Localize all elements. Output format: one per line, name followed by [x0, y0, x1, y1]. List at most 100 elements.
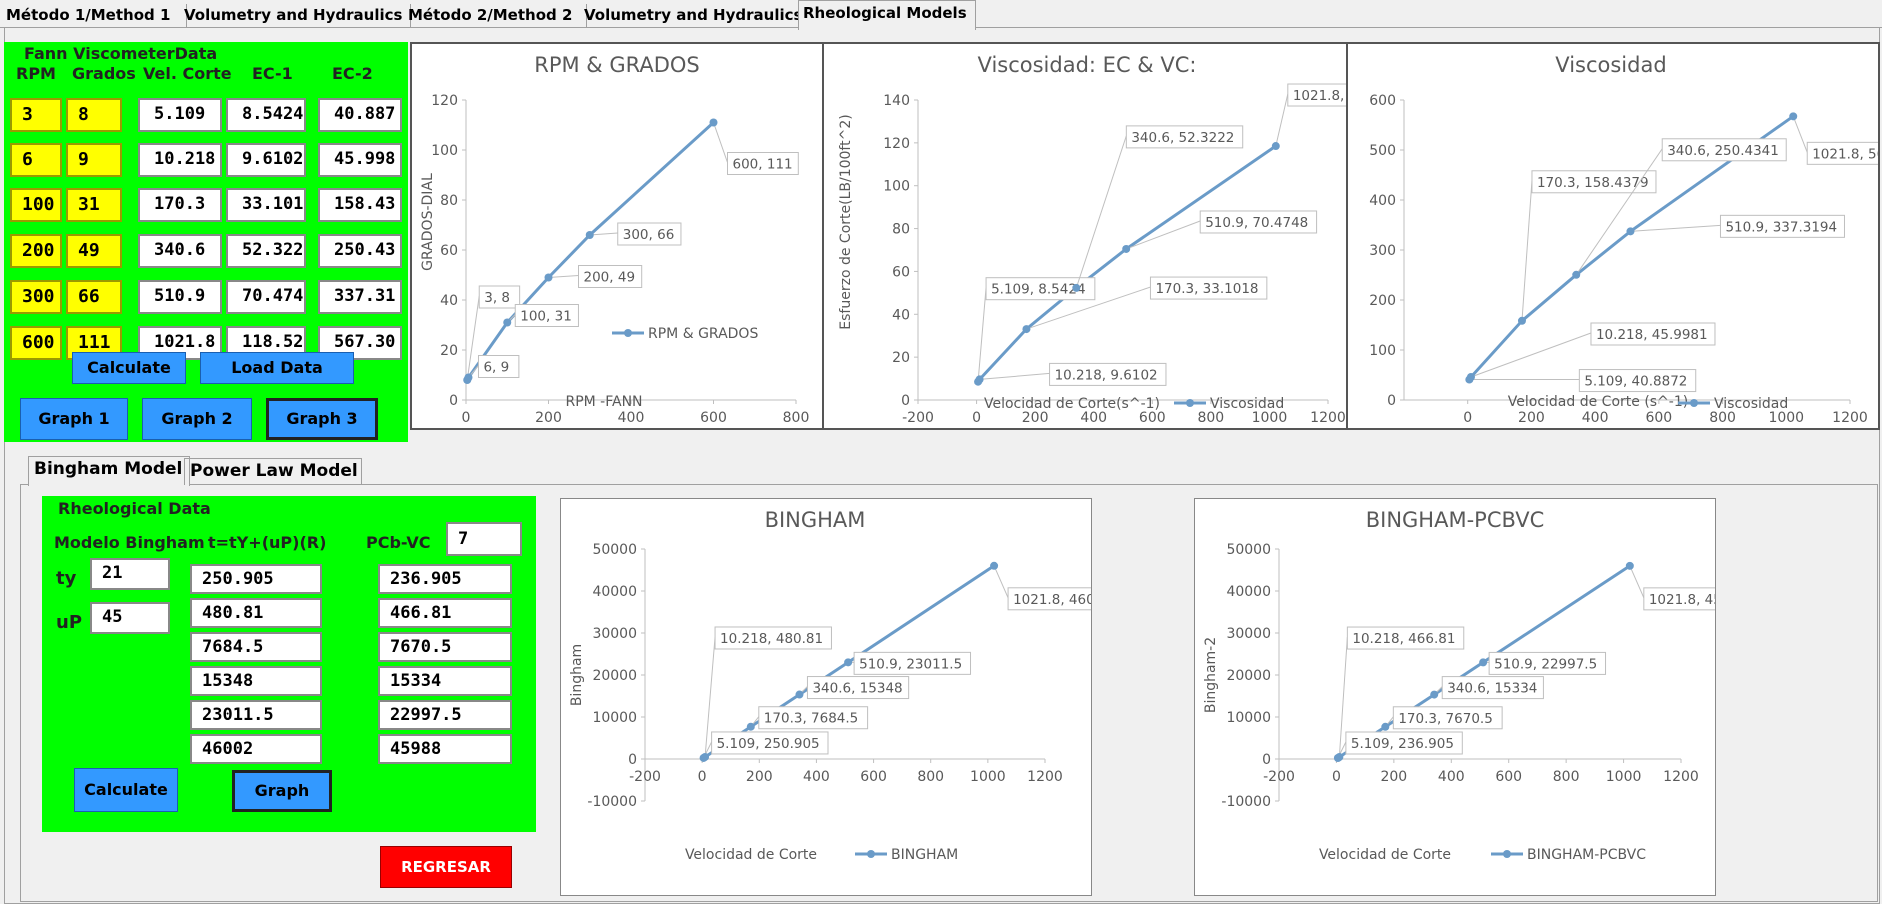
fann-cell-rpm[interactable]: 3	[10, 98, 62, 132]
tab-power-law-model[interactable]: Power Law Model	[184, 458, 362, 485]
tab-volumetry-1[interactable]: Volumetry and Hydraulics	[180, 4, 411, 28]
data-label: 510.9, 23011.5	[859, 656, 962, 672]
bingham-result-cell[interactable]: 23011.5	[190, 700, 322, 730]
data-label: 5.109, 250.905	[717, 736, 820, 752]
data-label-leader	[1338, 637, 1348, 758]
pcbvc-result-cell[interactable]: 466.81	[378, 598, 512, 628]
y-tick-label: 600	[1369, 93, 1396, 109]
fann-cell-rpm[interactable]: 300	[10, 280, 62, 314]
chart-title: RPM & GRADOS	[534, 53, 700, 77]
x-axis-label: Velocidad de Corte	[685, 847, 817, 863]
graph3-button[interactable]: Graph 3	[266, 398, 378, 440]
bingham-result-cell[interactable]: 46002	[190, 734, 322, 764]
x-tick-label: 800	[917, 769, 944, 785]
data-label: 5.109, 236.905	[1351, 736, 1454, 752]
fann-cell-rpm[interactable]: 6	[10, 143, 62, 177]
x-axis-label: Velocidad de Corte(s^-1)	[984, 396, 1160, 412]
load-data-button[interactable]: Load Data	[200, 352, 354, 384]
regresar-button[interactable]: REGRESAR	[380, 846, 512, 888]
fann-calculate-button[interactable]: Calculate	[72, 352, 186, 384]
fann-cell-ec1[interactable]: 52.322	[226, 234, 306, 268]
data-label-leader	[589, 232, 618, 236]
bingham-result-cell[interactable]: 480.81	[190, 598, 322, 628]
pcbvc-result-cell[interactable]: 15334	[378, 666, 512, 696]
x-tick-label: 0	[972, 410, 981, 426]
fann-cell-ec2[interactable]: 250.43	[318, 234, 402, 268]
fann-cell-vel[interactable]: 170.3	[138, 188, 222, 222]
bingham-graph-button[interactable]: Graph	[232, 770, 332, 812]
pcbvc-result-cell[interactable]: 7670.5	[378, 632, 512, 662]
header-ec1: EC-1	[252, 64, 293, 83]
data-point	[844, 658, 853, 667]
tab-volumetry-2[interactable]: Volumetry and Hydraulics	[580, 4, 807, 28]
legend-marker	[1503, 850, 1511, 858]
data-point	[746, 722, 755, 731]
tab-method-2[interactable]: Método 2/Method 2	[404, 4, 587, 28]
rheo-calculate-button[interactable]: Calculate	[74, 768, 178, 812]
fann-cell-rpm[interactable]: 100	[10, 188, 62, 222]
fann-cell-ec2[interactable]: 567.30	[318, 326, 402, 360]
x-tick-label: 600	[860, 769, 887, 785]
fann-cell-grados[interactable]: 9	[66, 143, 122, 177]
tab-rheological-models[interactable]: Rheological Models	[798, 0, 976, 30]
chart-rpm-grados-svg: RPM & GRADOS 0 20 40 60 80 100 120 0 200 400 600 800…	[420, 53, 809, 426]
y-tick-label: 120	[883, 136, 910, 152]
data-label-leader	[993, 565, 1009, 598]
fann-cell-ec2[interactable]: 45.998	[318, 143, 402, 177]
fann-cell-vel[interactable]: 5.109	[138, 98, 222, 132]
pcbvc-result-cell[interactable]: 22997.5	[378, 700, 512, 730]
fann-cell-vel[interactable]: 10.218	[138, 143, 222, 177]
ty-input[interactable]: 21	[90, 558, 170, 590]
pcbvc-result-cell[interactable]: 236.905	[378, 564, 512, 594]
data-point	[1271, 142, 1280, 151]
x-tick-label: 400	[618, 410, 645, 426]
fann-cell-rpm[interactable]: 200	[10, 234, 62, 268]
x-tick-label: 200	[535, 410, 562, 426]
data-label-box	[758, 706, 869, 730]
fann-cell-rpm[interactable]: 600	[10, 326, 62, 360]
fann-cell-grados[interactable]: 31	[66, 188, 122, 222]
data-point	[795, 690, 804, 699]
x-tick-label: 200	[1022, 410, 1049, 426]
y-tick-label: 20000	[1226, 668, 1271, 684]
fann-cell-ec1[interactable]: 70.474	[226, 280, 306, 314]
data-label: 170.3, 158.4379	[1537, 175, 1649, 191]
data-point	[1572, 270, 1581, 279]
data-label-leader	[713, 122, 728, 163]
fann-cell-ec2[interactable]: 40.887	[318, 98, 402, 132]
legend-label: Viscosidad	[1210, 396, 1284, 412]
fann-cell-ec2[interactable]: 337.31	[318, 280, 402, 314]
bingham-result-cell[interactable]: 15348	[190, 666, 322, 696]
fann-cell-ec2[interactable]: 158.43	[318, 188, 402, 222]
fann-cell-vel[interactable]: 510.9	[138, 280, 222, 314]
pcb-vc-input[interactable]: 7	[446, 522, 522, 556]
pcbvc-result-cell[interactable]: 45988	[378, 734, 512, 764]
series-line	[976, 144, 1277, 383]
x-tick-label: -200	[902, 410, 934, 426]
y-tick-label: -10000	[587, 794, 637, 810]
tab-method-1[interactable]: Método 1/Method 1	[2, 4, 187, 28]
y-tick-label: 80	[440, 193, 458, 209]
graph2-button[interactable]: Graph 2	[142, 398, 252, 440]
fann-cell-grados[interactable]: 49	[66, 234, 122, 268]
data-label: 6, 9	[483, 360, 509, 376]
fann-cell-grados[interactable]: 66	[66, 280, 122, 314]
header-rpm: RPM	[16, 64, 56, 83]
bingham-result-cell[interactable]: 7684.5	[190, 632, 322, 662]
up-input[interactable]: 45	[90, 602, 170, 634]
x-tick-label: 600	[1495, 769, 1522, 785]
tab-bingham-model[interactable]: Bingham Model	[28, 456, 190, 486]
bingham-result-cell[interactable]: 250.905	[190, 564, 322, 594]
fann-cell-ec1[interactable]: 9.6102	[226, 143, 306, 177]
fann-cell-grados[interactable]: 8	[66, 98, 122, 132]
x-tick-label: 600	[1645, 410, 1672, 426]
data-label: 10.218, 480.81	[720, 631, 823, 647]
graph1-button[interactable]: Graph 1	[20, 398, 128, 440]
fann-cell-ec1[interactable]: 8.5424	[226, 98, 306, 132]
x-axis-label: RPM -FANN	[565, 394, 642, 410]
bingham-formula: t=tY+(uP)(R)	[208, 533, 327, 552]
fann-cell-ec1[interactable]: 33.101	[226, 188, 306, 222]
fann-cell-vel[interactable]: 340.6	[138, 234, 222, 268]
y-tick-label: 20000	[592, 668, 637, 684]
x-tick-label: 400	[1438, 769, 1465, 785]
